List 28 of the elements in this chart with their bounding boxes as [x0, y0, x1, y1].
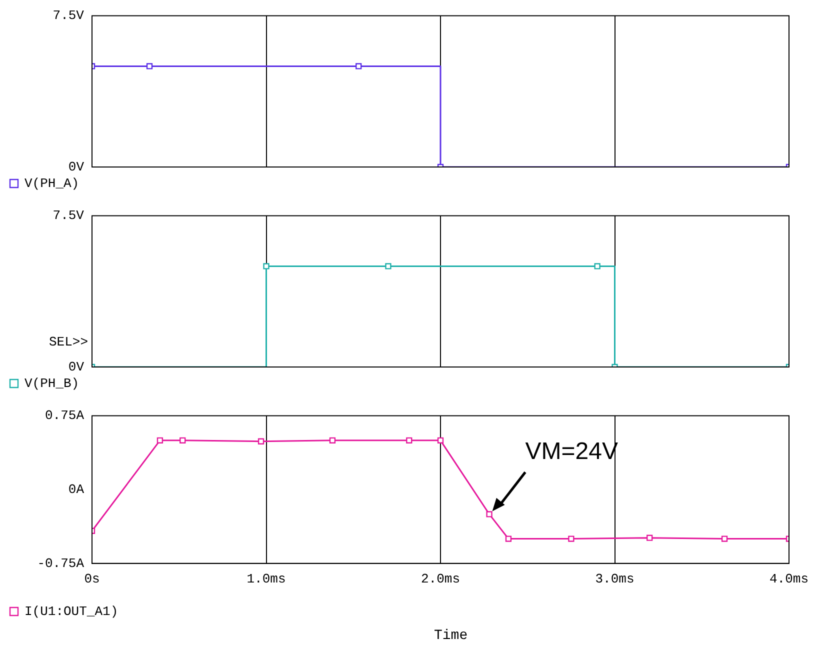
legend-label: V(PH_B) [24, 376, 80, 391]
point [568, 536, 574, 542]
point [156, 437, 164, 444]
point [406, 437, 412, 444]
point [258, 438, 264, 444]
x-tick-label: 3.0ms [595, 572, 634, 587]
y-tick-label: 0V [68, 359, 84, 374]
x-tick-label: 1.0ms [246, 572, 286, 587]
y-tick-label: 7.5V [52, 208, 84, 224]
x-axis-title: Time [433, 628, 469, 646]
point [329, 437, 336, 444]
y-tick-label: -0.75A [37, 556, 84, 571]
point [721, 536, 728, 542]
point [486, 511, 492, 518]
point [437, 437, 444, 444]
legend-label: I(U1:OUT_A1) [24, 604, 118, 619]
legend-label: V(PH_A) [24, 176, 80, 191]
y-tick-label: 0.75A [44, 408, 84, 424]
y-tick-label: 0A [68, 482, 84, 498]
y-tick-label: 7.5V [52, 8, 84, 24]
x-tick-label: 4.0ms [769, 572, 809, 587]
point [180, 437, 186, 444]
y-tick-label: 0V [68, 159, 84, 174]
text: SEL>> [48, 334, 88, 350]
x-tick-label: 0s [84, 572, 100, 587]
point [646, 534, 653, 541]
point [505, 536, 512, 542]
x-tick-label: 2.0ms [420, 572, 460, 587]
